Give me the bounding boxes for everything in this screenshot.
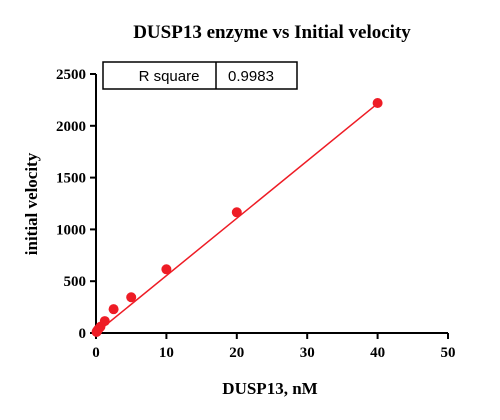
y-tick-label: 2500	[56, 67, 86, 83]
data-point	[108, 304, 119, 315]
stats-table-label: R square	[139, 68, 200, 85]
x-tick-label: 10	[159, 345, 174, 361]
x-tick-label: 50	[441, 345, 456, 361]
x-tick-label: 0	[92, 345, 100, 361]
x-axis-title: DUSP13, nM	[222, 379, 317, 398]
stats-table-value: 0.9983	[228, 68, 274, 85]
y-tick-label: 2000	[56, 119, 86, 135]
stats-table: R square 0.9983	[102, 61, 298, 90]
y-tick-label: 500	[64, 274, 87, 290]
data-point	[126, 292, 137, 303]
x-tick-label: 20	[229, 345, 244, 361]
y-tick-label: 0	[79, 326, 87, 342]
data-points	[91, 98, 383, 337]
y-axis-title: initial velocity	[22, 152, 41, 255]
data-point	[161, 264, 172, 275]
data-point	[231, 207, 242, 218]
axes	[95, 74, 448, 334]
fit-line	[95, 102, 379, 334]
chart-title: DUSP13 enzyme vs Initial velocity	[133, 22, 411, 43]
stats-table-border	[102, 61, 298, 90]
y-tick-label: 1500	[56, 171, 86, 187]
y-tick-label: 1000	[56, 222, 86, 238]
data-point	[99, 316, 110, 327]
data-point	[372, 98, 383, 109]
x-tick-label: 30	[300, 345, 315, 361]
fit-line-group	[95, 102, 379, 334]
x-tick-label: 40	[370, 345, 385, 361]
